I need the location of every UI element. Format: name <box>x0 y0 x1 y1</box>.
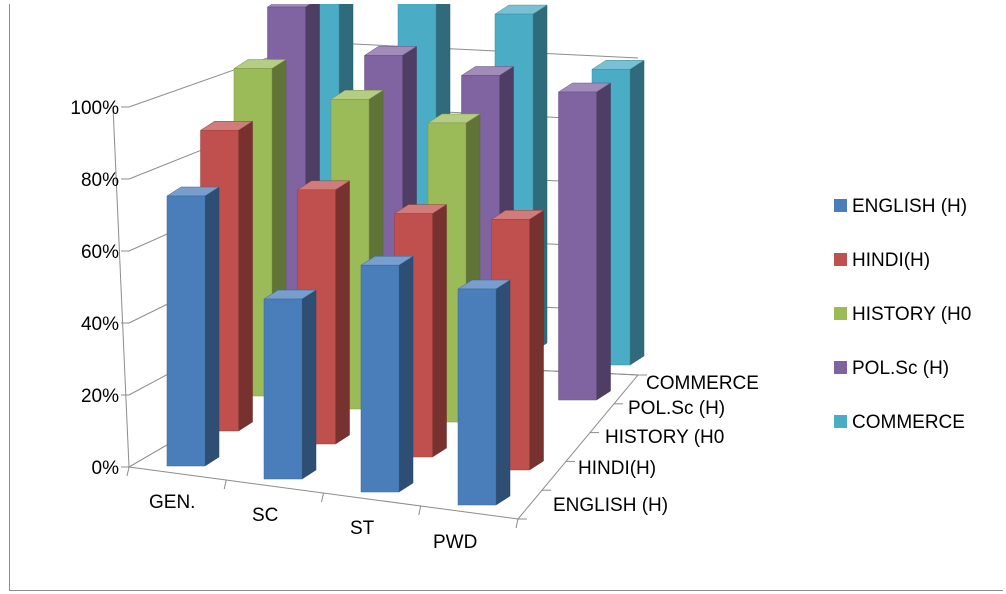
y-tick-label: 100% <box>70 98 119 119</box>
legend-swatch <box>834 307 847 320</box>
legend-label: COMMERCE <box>852 412 965 433</box>
bar <box>263 289 317 480</box>
legend-entry: COMMERCE <box>834 412 965 433</box>
bar <box>360 255 414 493</box>
legend-swatch <box>834 253 847 266</box>
axis-labels-layer: 0% 20% 40% 60% 80% 100% GEN. SC ST PWD ENGLISH (H)… <box>70 98 759 553</box>
x-tick-mark <box>515 518 519 529</box>
x-category-label: ST <box>350 518 375 539</box>
bars-layer <box>166 4 645 506</box>
depth-series-label: COMMERCE <box>646 373 759 394</box>
legend-label: HINDI(H) <box>852 250 930 271</box>
y-tick-label: 80% <box>81 170 119 191</box>
y-tick-label: 40% <box>81 314 119 335</box>
bar <box>166 186 220 467</box>
legend-label: POL.Sc (H) <box>852 358 949 379</box>
x-category-label: PWD <box>433 532 477 553</box>
x-tick-mark <box>418 505 422 516</box>
legend-swatch <box>834 199 847 212</box>
x-tick-mark <box>321 492 324 503</box>
depth-series-label: POL.Sc (H) <box>628 398 725 419</box>
depth-series-label: HISTORY (H0 <box>605 427 724 448</box>
legend-label: ENGLISH (H) <box>852 196 967 217</box>
x-tick-mark <box>223 479 227 490</box>
y-tick-label: 60% <box>81 242 119 263</box>
bar <box>557 82 612 401</box>
legend-entry: HISTORY (H0 <box>834 304 971 325</box>
depth-series-label: HINDI(H) <box>578 458 656 479</box>
y-axis-line <box>112 106 130 468</box>
legend-swatch <box>834 415 847 428</box>
chart-frame: 0% 20% 40% 60% 80% 100% GEN. SC ST PWD ENGLISH (H)… <box>9 4 1003 591</box>
y-tick-label: 20% <box>81 386 119 407</box>
x-category-label: GEN. <box>149 492 195 513</box>
y-tick-label: 0% <box>92 458 120 479</box>
depth-axis-line <box>517 374 639 520</box>
legend-entry: ENGLISH (H) <box>834 196 967 217</box>
legend-label: HISTORY (H0 <box>852 304 971 325</box>
bar <box>457 279 511 506</box>
x-tick-mark <box>126 466 130 477</box>
x-category-label: SC <box>252 505 278 526</box>
legend-entry: HINDI(H) <box>834 250 930 271</box>
legend-swatch <box>834 361 847 374</box>
legend-layer: ENGLISH (H) HINDI(H) HISTORY (H0 POL.Sc (H)… <box>834 196 971 433</box>
chart-svg: 0% 20% 40% 60% 80% 100% GEN. SC ST PWD ENGLISH (H)… <box>70 4 971 553</box>
depth-series-label: ENGLISH (H) <box>553 495 668 516</box>
legend-entry: POL.Sc (H) <box>834 358 949 379</box>
